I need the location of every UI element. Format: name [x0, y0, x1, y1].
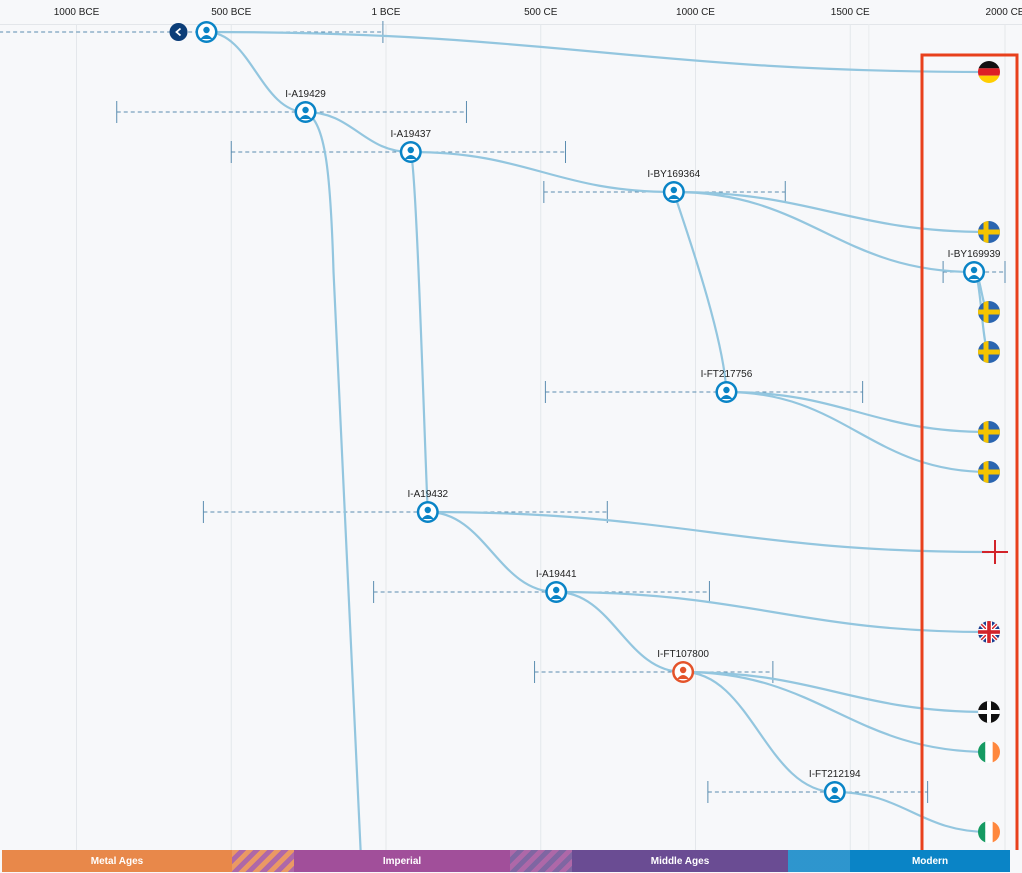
node-label: I-BY169939 — [948, 249, 1001, 260]
node-label: I-A19432 — [407, 489, 448, 500]
node-label: I-BY169364 — [647, 169, 700, 180]
tree-edge — [304, 111, 362, 850]
country-flag-sweden[interactable] — [978, 461, 1000, 483]
tree-edge — [683, 670, 990, 754]
tree-edge — [726, 390, 990, 434]
tree-edge — [683, 670, 835, 794]
haplogroup-node[interactable]: I-A19441 — [536, 569, 577, 603]
tree-edge — [673, 190, 990, 234]
axis-tick-label: 500 BCE — [211, 7, 252, 18]
axis-tick-label: 1500 CE — [830, 7, 870, 18]
axis-tick-label: 1 BCE — [371, 7, 401, 18]
country-flag-sweden[interactable] — [978, 221, 1000, 243]
haplogroup-node[interactable]: I-A19432 — [407, 489, 449, 523]
axis-tick-label: 1000 BCE — [53, 7, 100, 18]
country-flag-united-kingdom[interactable] — [978, 621, 1000, 643]
node-label: I-A19437 — [390, 129, 431, 140]
era-imperial: Imperial — [294, 850, 510, 872]
axis-tick-label: 1000 CE — [676, 7, 715, 18]
node-label: I-FT217756 — [701, 369, 753, 380]
era-bar: Metal Ages Imperial Middle Ages Modern — [2, 850, 1010, 872]
haplogroup-node[interactable]: I-BY169939 — [948, 249, 1001, 283]
country-flag-sweden[interactable] — [978, 421, 1000, 443]
era-metal-ages: Metal Ages — [2, 850, 232, 872]
haplogroup-node[interactable]: I-BY169364 — [647, 169, 701, 203]
tree-edge — [427, 510, 990, 554]
node-label: I-A19441 — [536, 569, 577, 580]
era-transition — [510, 850, 572, 872]
era-transition — [232, 850, 294, 872]
country-flag-sweden[interactable] — [978, 301, 1000, 323]
tree-edge — [683, 670, 990, 714]
country-flag-sweden[interactable] — [978, 341, 1000, 363]
node-label: I-FT212194 — [809, 769, 861, 780]
axis-tick-label: 500 CE — [524, 7, 558, 18]
tree-edge — [410, 150, 674, 194]
tree-edge — [427, 510, 557, 594]
highlight-box — [920, 53, 1019, 850]
tree-edge — [206, 30, 990, 74]
tree-edge — [673, 190, 975, 274]
haplogroup-tree: I-A19429 I-A19437 I-BY169364 I-BY169939 I-FT… — [0, 21, 1019, 850]
haplogroup-node[interactable] — [195, 21, 218, 43]
country-flag-ireland[interactable] — [978, 741, 1001, 763]
tree-edge — [672, 191, 728, 393]
country-flag-ireland[interactable] — [978, 821, 1001, 843]
tree-edge — [206, 30, 306, 114]
haplogroup-node[interactable]: I-FT217756 — [701, 369, 753, 403]
tree-edge — [409, 151, 429, 513]
era-middle-ages: Middle Ages — [572, 850, 788, 872]
axis-tick-label: 2000 CE — [985, 7, 1022, 18]
country-flag-germany[interactable] — [978, 61, 1000, 84]
haplogroup-node[interactable]: I-FT212194 — [809, 769, 861, 803]
country-flag-cornwall[interactable] — [978, 701, 1000, 723]
era-modern: Modern — [850, 850, 1010, 872]
collapse-button[interactable] — [169, 23, 188, 41]
tree-edge — [556, 590, 990, 634]
chevron-left-icon — [175, 27, 182, 37]
tree-edges — [206, 30, 991, 850]
haplogroup-node[interactable]: I-A19437 — [390, 129, 431, 163]
haplogroup-node[interactable]: I-FT107800 — [657, 649, 709, 683]
node-label: I-A19429 — [285, 89, 326, 100]
node-label: I-FT107800 — [657, 649, 709, 660]
tree-edge — [305, 110, 411, 154]
tree-edge — [726, 390, 990, 474]
timeline-axis: 1000 BCE 500 BCE 1 BCE 500 CE 1000 CE 1500 CE… — [0, 0, 1022, 25]
country-flag-england[interactable] — [982, 540, 1008, 564]
haplogroup-node[interactable]: I-A19429 — [285, 89, 326, 123]
tree-edge — [834, 790, 990, 834]
tree-edge — [556, 590, 684, 674]
era-transition — [788, 850, 850, 872]
